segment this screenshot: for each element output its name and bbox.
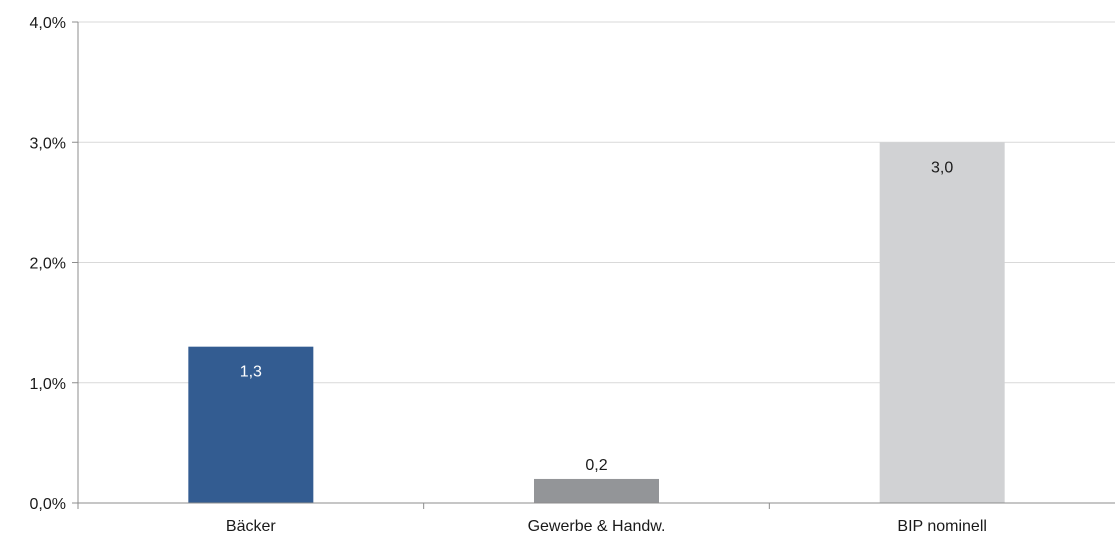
x-category-label: BIP nominell — [897, 518, 987, 535]
y-tick-label: 0,0% — [30, 496, 66, 513]
bar — [534, 478, 659, 503]
y-tick-label: 2,0% — [30, 256, 66, 273]
y-tick-label: 3,0% — [30, 135, 66, 152]
data-label: 3,0 — [931, 159, 953, 176]
data-label: 1,3 — [240, 364, 262, 381]
bar — [188, 346, 314, 503]
x-category-label: Gewerbe & Handw. — [528, 518, 666, 535]
y-tick-label: 4,0% — [30, 15, 66, 32]
data-label: 0,2 — [585, 457, 607, 474]
labels: 0,0% 1,0% 2,0% 3,0% 4,0% 1,3 Bäcker 0,2 Gewerbe … — [30, 15, 987, 535]
axes — [72, 21, 1115, 509]
bar — [879, 142, 1005, 503]
y-tick-label: 1,0% — [30, 376, 66, 393]
x-category-label: Bäcker — [226, 518, 276, 535]
bars — [188, 142, 1005, 503]
